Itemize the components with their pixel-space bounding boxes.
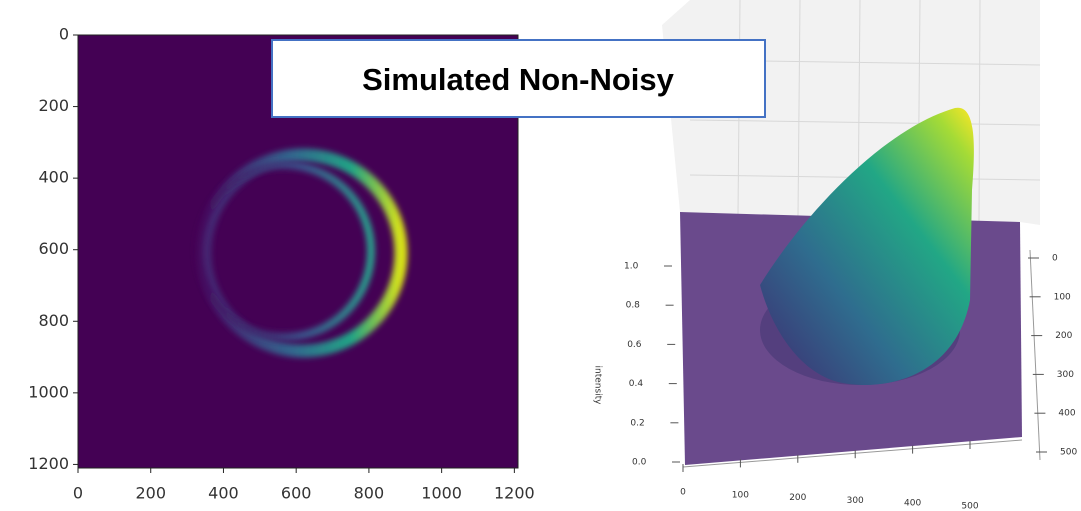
y-tick-label: 300	[1057, 370, 1074, 380]
z-tick-label: 0.4	[629, 379, 644, 389]
z-tick-label: 1.0	[624, 262, 639, 272]
y-tick-label: 100	[1054, 292, 1071, 302]
z-tick-label: 0.2	[630, 418, 644, 428]
x-tick-label: 1000	[421, 484, 462, 503]
y-tick-label: 200	[1055, 331, 1072, 341]
y-tick-label: 400	[1058, 409, 1075, 419]
y-tick-label: 0	[1052, 254, 1058, 264]
pane-grid	[689, 0, 1041, 222]
z-tick-label: 0.8	[626, 301, 641, 311]
inner-ring	[195, 161, 375, 341]
x-tick-label: 500	[961, 502, 978, 511]
y-tick-label: 800	[38, 311, 69, 330]
x-tick-label: 0	[73, 484, 83, 503]
y-tick-label: 1000	[28, 382, 69, 401]
title-box	[271, 39, 766, 118]
x-tick-label: 300	[847, 496, 864, 506]
intensity-sheet	[760, 107, 974, 386]
plot-frame	[77, 34, 519, 469]
x-tick-label: 800	[354, 484, 385, 503]
y-tick-label: 600	[38, 239, 69, 258]
title: Simulated Non-Noisy	[362, 62, 675, 97]
x-tick-label: 400	[904, 499, 921, 509]
y-tick-label: 200	[38, 96, 69, 115]
z-axis-label: intensity	[593, 365, 603, 405]
z-tick-label: 0.0	[632, 458, 647, 468]
x-tick-label: 200	[789, 493, 806, 503]
outer-ring	[198, 148, 408, 358]
x-axis-line	[682, 439, 1023, 468]
z-tick-label: 0.6	[627, 340, 642, 350]
x-tick-label: 200	[135, 484, 166, 503]
x-tick-label: 0	[680, 488, 686, 498]
y-tick-label: 0	[59, 25, 69, 44]
y-tick-label: 1200	[28, 454, 69, 473]
x-tick-label: 400	[208, 484, 239, 503]
y-tick-label: 500	[1060, 448, 1077, 458]
y-tick-label: 400	[38, 168, 69, 187]
x-tick-label: 600	[281, 484, 312, 503]
x-tick-label: 100	[732, 490, 749, 500]
x-tick-label: 1200	[494, 484, 535, 503]
y-axis-line	[1029, 249, 1041, 461]
